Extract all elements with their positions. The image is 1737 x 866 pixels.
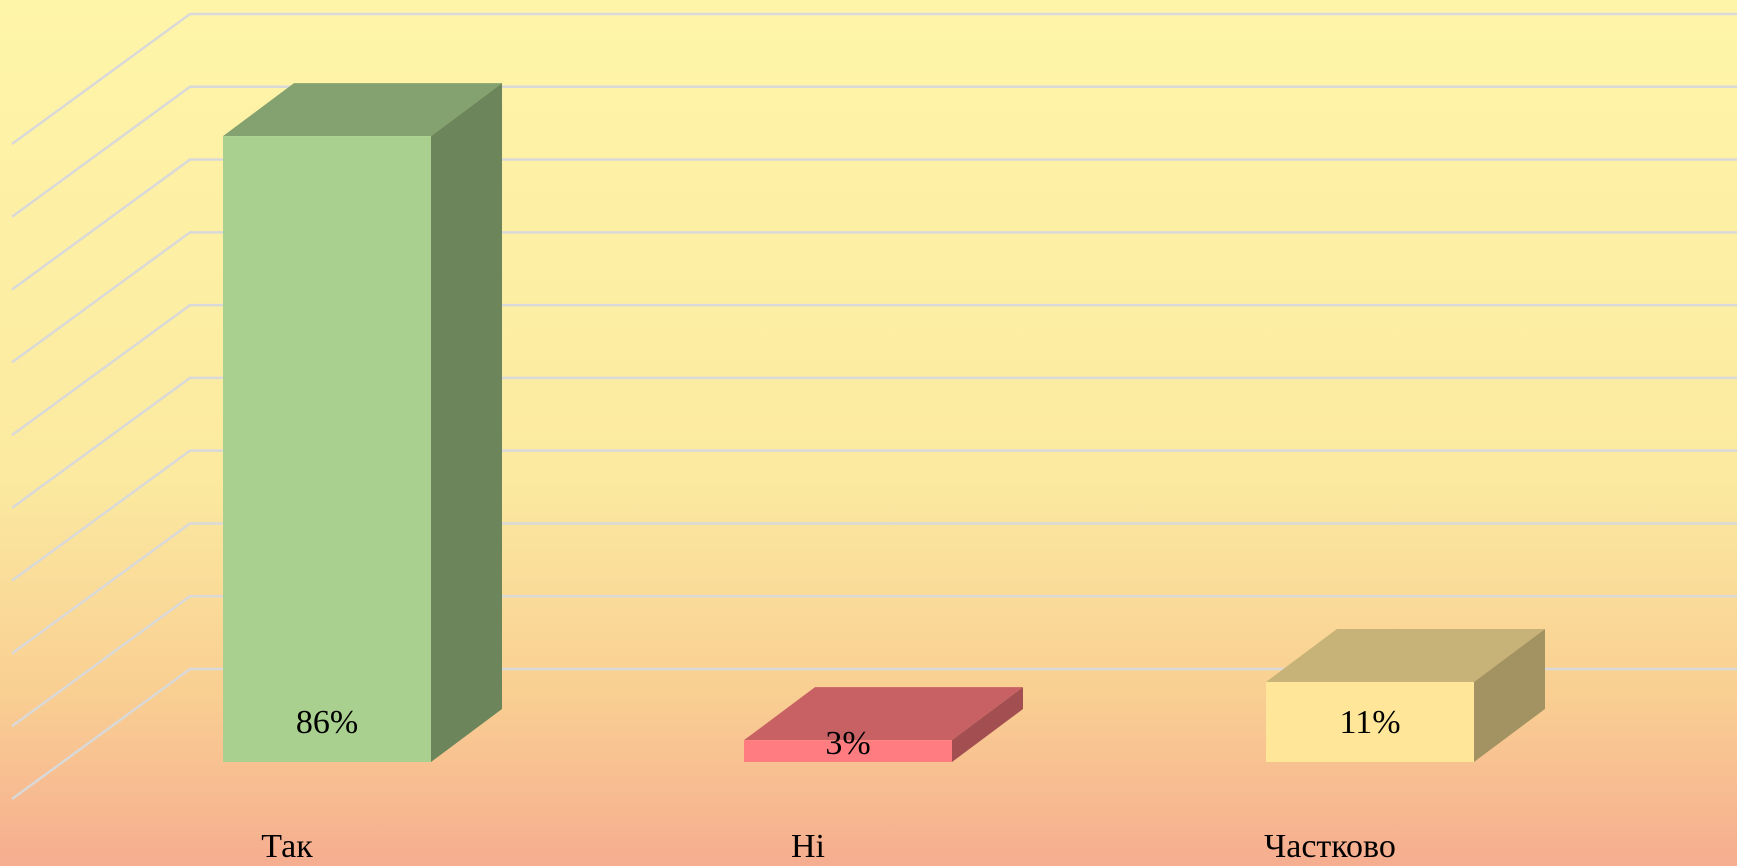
grid-line: [11, 376, 1737, 509]
bar: [223, 136, 431, 763]
data-label: 11%: [1339, 704, 1400, 741]
grid-line: [11, 449, 1737, 582]
bar: [1266, 681, 1474, 762]
data-label: 3%: [825, 725, 870, 762]
bar: [744, 740, 952, 762]
bar-side: [1474, 628, 1545, 762]
data-label: 86%: [296, 704, 358, 741]
grid-line: [11, 158, 1737, 291]
bar-top: [223, 83, 502, 137]
bar-top: [744, 687, 1023, 741]
bar-top: [1266, 628, 1545, 682]
x-tick-label: Частково: [1264, 828, 1396, 865]
grid-line: [11, 85, 1737, 218]
grid-line: [11, 522, 1737, 655]
grid-line: [11, 303, 1737, 437]
grid-line: [11, 231, 1737, 364]
x-tick-label: Так: [261, 828, 313, 865]
x-tick-label: Ні: [791, 828, 825, 865]
bar-side: [431, 83, 502, 763]
bar-side: [952, 687, 1023, 762]
grid-line: [11, 667, 1737, 801]
grid-line: [11, 12, 1737, 146]
grid-line: [11, 594, 1737, 728]
